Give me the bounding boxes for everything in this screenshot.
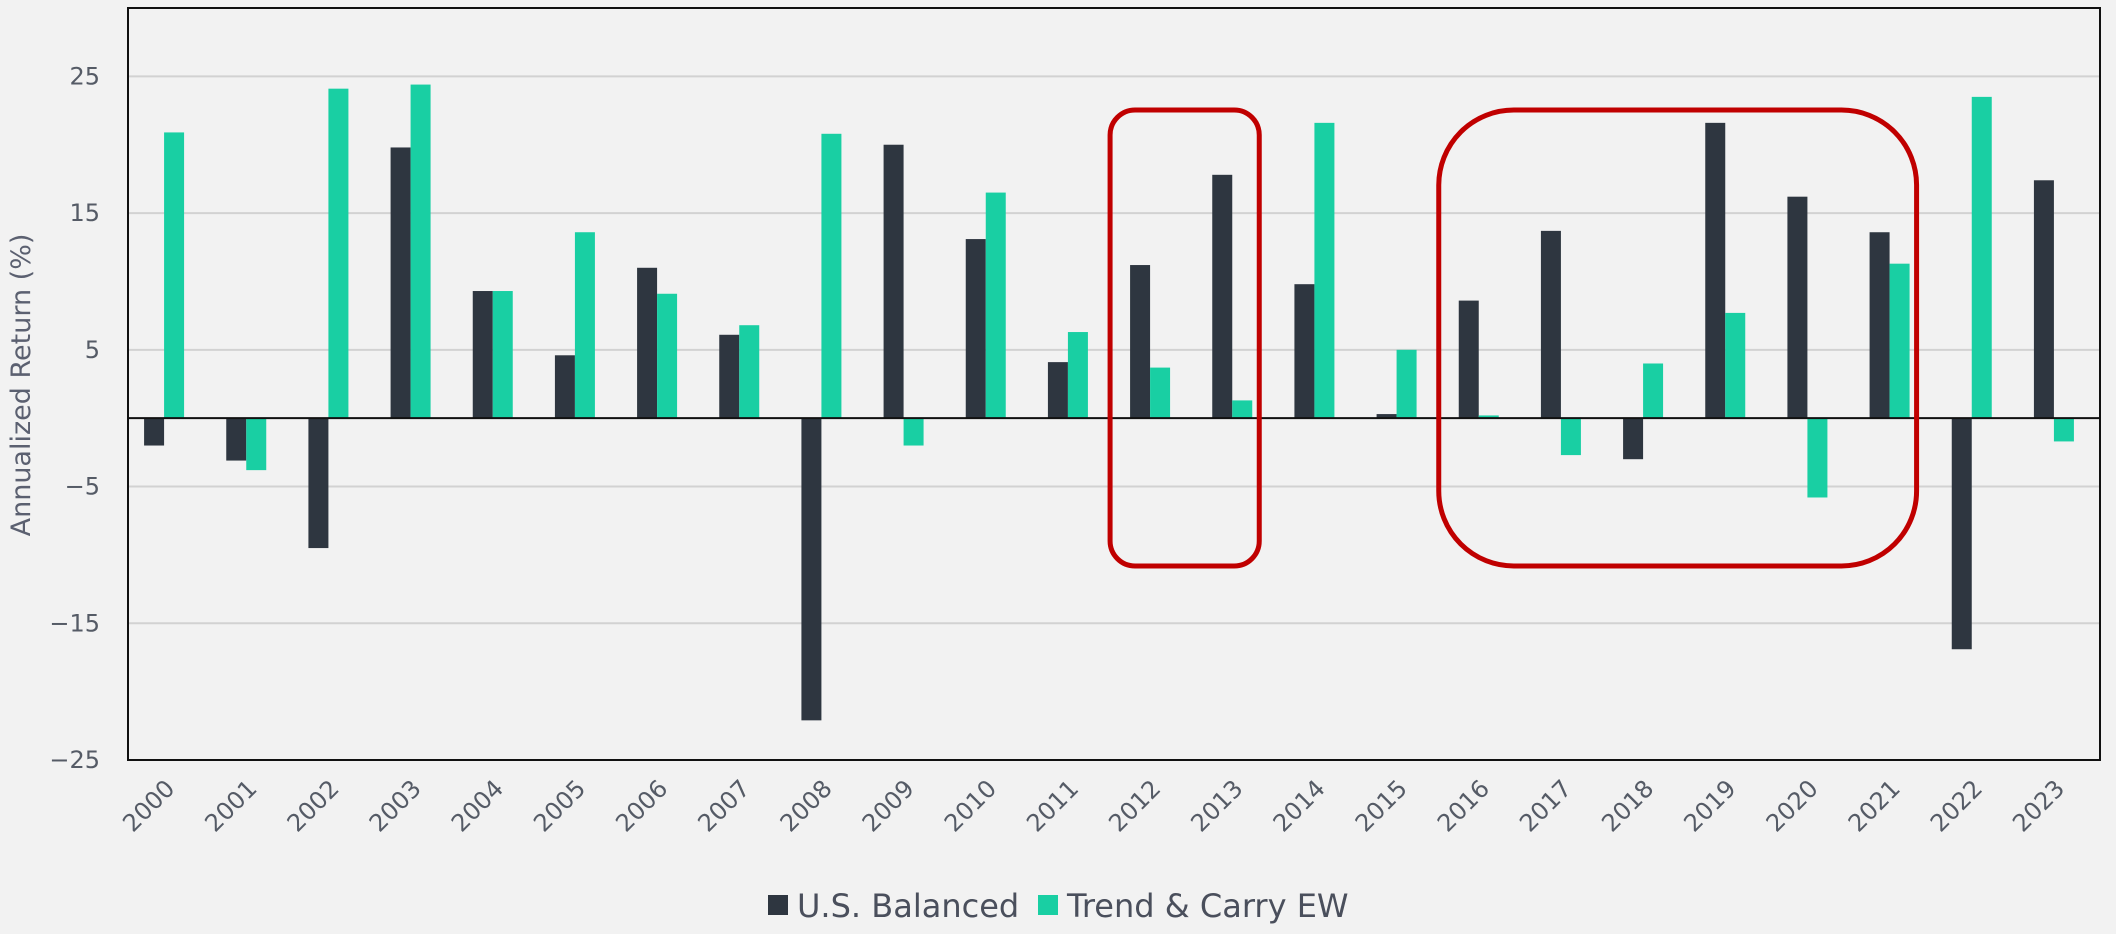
bar-u-s-balanced-2010 — [965, 239, 986, 419]
legend-swatch — [1038, 895, 1058, 915]
y-tick-label: −15 — [49, 609, 100, 637]
bar-trend-carry-ew-2017 — [1560, 418, 1581, 456]
x-tick-label: 2000 — [117, 774, 180, 837]
bar-trend-carry-ew-2009 — [903, 418, 924, 446]
y-tick-label: 25 — [69, 62, 100, 90]
bar-u-s-balanced-2004 — [472, 291, 493, 419]
x-tick-label: 2019 — [1679, 774, 1742, 837]
bars — [144, 84, 2074, 721]
bar-u-s-balanced-2015 — [1376, 414, 1397, 419]
bar-trend-carry-ew-2000 — [164, 132, 185, 419]
plot-frame — [127, 7, 2101, 761]
bar-trend-carry-ew-2002 — [328, 88, 349, 419]
bar-u-s-balanced-2014 — [1294, 284, 1315, 419]
y-tick-label: 15 — [69, 199, 100, 227]
x-tick-label: 2006 — [610, 774, 673, 837]
x-tick-label: 2021 — [1843, 774, 1906, 837]
bar-trend-carry-ew-2019 — [1725, 312, 1746, 419]
x-tick-label: 2017 — [1514, 774, 1577, 837]
bar-u-s-balanced-2003 — [390, 147, 411, 419]
bar-u-s-balanced-2020 — [1787, 196, 1808, 419]
x-tick-label: 2014 — [1268, 774, 1331, 837]
x-tick-label: 2007 — [693, 774, 756, 837]
x-axis-ticks: 2000 2001 2002 2003 2004 2005 2006 2007 2008 2009… — [117, 774, 2070, 837]
bar-trend-carry-ew-2022 — [1971, 96, 1992, 419]
x-tick-label: 2003 — [364, 774, 427, 837]
y-tick-label: −25 — [49, 746, 100, 774]
bar-u-s-balanced-2009 — [883, 144, 904, 419]
x-tick-label: 2023 — [2007, 774, 2070, 837]
bar-trend-carry-ew-2006 — [657, 293, 678, 419]
bar-trend-carry-ew-2016 — [1478, 415, 1499, 419]
bar-u-s-balanced-2013 — [1212, 174, 1233, 419]
bar-trend-carry-ew-2015 — [1396, 349, 1417, 419]
x-tick-label: 2013 — [1186, 774, 1249, 837]
bar-trend-carry-ew-2013 — [1232, 400, 1253, 419]
x-tick-label: 2002 — [282, 774, 345, 837]
bar-u-s-balanced-2019 — [1705, 122, 1726, 419]
highlight-box — [1436, 107, 1920, 569]
legend-label: U.S. Balanced — [797, 887, 1019, 925]
y-axis-ticks: 25 15 5 −5 −15 −25 — [49, 62, 100, 774]
x-tick-label: 2020 — [1761, 774, 1824, 837]
bar-u-s-balanced-2021 — [1869, 232, 1890, 419]
bar-trend-carry-ew-2014 — [1314, 122, 1335, 419]
y-tick-label: −5 — [65, 473, 100, 501]
bar-u-s-balanced-2023 — [2033, 180, 2054, 419]
bar-u-s-balanced-2017 — [1540, 230, 1561, 419]
bar-trend-carry-ew-2010 — [985, 192, 1006, 419]
y-axis-label: Annualized Return (%) — [6, 234, 37, 537]
bar-trend-carry-ew-2007 — [739, 325, 760, 419]
bar-u-s-balanced-2001 — [226, 418, 247, 461]
bar-u-s-balanced-2008 — [801, 418, 822, 721]
legend-label: Trend & Carry EW — [1066, 887, 1349, 925]
bar-u-s-balanced-2016 — [1458, 300, 1479, 419]
x-tick-label: 2016 — [1432, 774, 1495, 837]
bar-trend-carry-ew-2011 — [1067, 332, 1088, 419]
bar-trend-carry-ew-2008 — [821, 133, 842, 419]
x-tick-label: 2010 — [939, 774, 1002, 837]
x-tick-label: 2009 — [857, 774, 920, 837]
bar-trend-carry-ew-2012 — [1150, 367, 1171, 419]
bar-trend-carry-ew-2023 — [2053, 418, 2074, 442]
bar-u-s-balanced-2022 — [1951, 418, 1972, 650]
bar-trend-carry-ew-2003 — [410, 84, 431, 419]
bar-u-s-balanced-2005 — [554, 355, 575, 419]
legend-swatch — [768, 895, 788, 915]
bar-u-s-balanced-2011 — [1047, 362, 1068, 419]
x-tick-label: 2012 — [1103, 774, 1166, 837]
bar-trend-carry-ew-2018 — [1643, 363, 1664, 419]
highlight-box — [1107, 107, 1262, 569]
bar-trend-carry-ew-2020 — [1807, 418, 1828, 498]
x-tick-label: 2018 — [1596, 774, 1659, 837]
x-tick-label: 2008 — [775, 774, 838, 837]
bar-u-s-balanced-2012 — [1130, 265, 1151, 419]
bar-u-s-balanced-2000 — [144, 418, 165, 446]
bar-u-s-balanced-2002 — [308, 418, 329, 549]
bar-u-s-balanced-2007 — [719, 334, 740, 419]
x-tick-label: 2011 — [1021, 774, 1084, 837]
legend: U.S. Balanced Trend & Carry EW — [768, 887, 1349, 925]
bar-trend-carry-ew-2004 — [492, 291, 513, 419]
bar-trend-carry-ew-2005 — [574, 232, 595, 419]
bar-trend-carry-ew-2001 — [246, 418, 267, 471]
x-tick-label: 2001 — [200, 774, 263, 837]
bar-u-s-balanced-2006 — [637, 267, 658, 419]
x-tick-label: 2005 — [528, 774, 591, 837]
x-tick-label: 2015 — [1350, 774, 1413, 837]
highlight-boxes — [1107, 107, 1920, 569]
x-tick-label: 2022 — [1925, 774, 1988, 837]
y-tick-label: 5 — [85, 336, 100, 364]
bar-u-s-balanced-2018 — [1623, 418, 1644, 460]
bar-trend-carry-ew-2021 — [1889, 263, 1910, 419]
x-tick-label: 2004 — [446, 774, 509, 837]
